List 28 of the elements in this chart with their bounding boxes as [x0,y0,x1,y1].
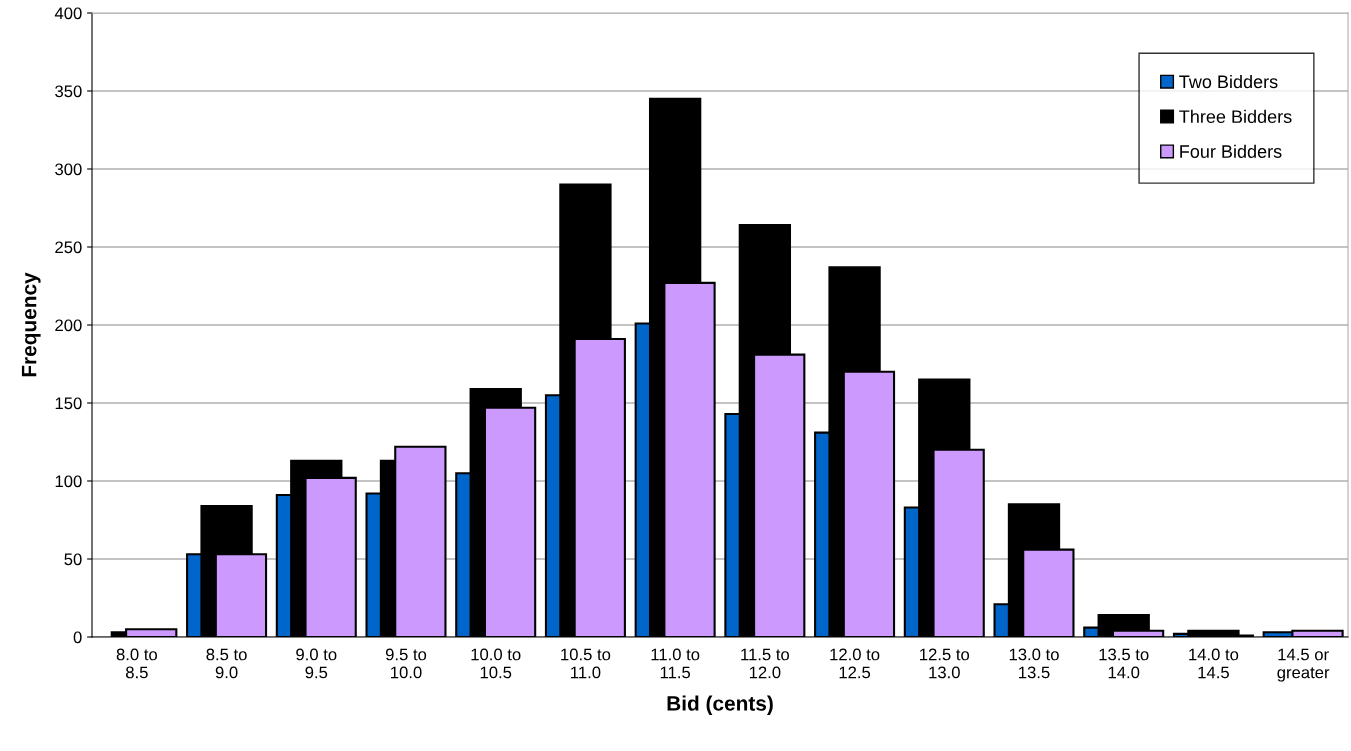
x-tick-label: 12.5 to 13.0 [920,648,970,679]
y-tick-label: 400 [54,7,82,20]
x-tick-label: 10.5 to 11.0 [561,648,611,679]
y-tick-label: 250 [55,241,82,254]
x-tick-label: 9.5 to 10.0 [385,648,427,679]
x-tick-label: 8.0 to 8.5 [116,648,158,679]
legend-label: Three Bidders [1179,109,1292,124]
x-tick-label: 11.5 to 12.0 [741,648,790,679]
x-axis-title: Bid (cents) [667,695,773,715]
legend-label: Four Bidders [1180,144,1282,158]
y-axis-title: Frequency [21,272,41,377]
x-tick-label: 11.0 to 11.5 [651,648,700,679]
x-tick-label: 8.5 to 9.0 [206,648,247,679]
x-tick-label: 9.0 to 9.5 [296,648,337,679]
y-tick-label: 150 [55,397,82,410]
x-tick-label: 12.0 to 12.5 [830,648,880,679]
y-tick-label: 100 [55,475,82,488]
y-tick-label: 200 [55,319,82,332]
y-tick-label: 350 [55,85,82,98]
legend-label: Two Bidders [1179,74,1278,89]
x-tick-label: 13.5 to 14.0 [1099,648,1149,679]
y-tick-label: 300 [55,163,82,176]
y-tick-label: 50 [64,553,82,566]
x-tick-label: 14.0 to 14.5 [1189,648,1239,679]
x-tick-label: 14.5 or greater [1277,648,1330,682]
y-tick-label: 0 [73,631,82,644]
x-tick-label: 13.0 to 13.5 [1009,648,1059,679]
x-tick-label: 10.0 to 10.5 [471,648,521,679]
